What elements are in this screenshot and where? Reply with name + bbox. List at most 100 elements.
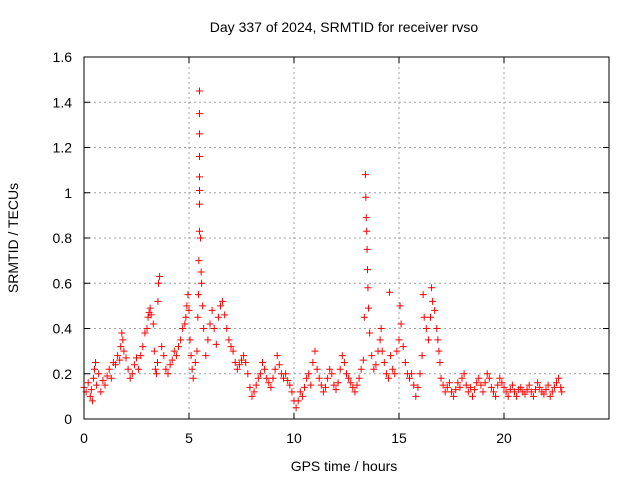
data-point — [227, 343, 235, 351]
data-point — [424, 336, 432, 344]
data-point — [154, 297, 162, 305]
data-point — [194, 291, 202, 299]
data-point — [284, 377, 292, 385]
data-point — [469, 392, 476, 400]
data-point — [259, 358, 266, 366]
data-point — [496, 374, 504, 382]
data-point — [546, 392, 554, 400]
y-tick-label: 1 — [64, 185, 72, 201]
x-tick-label: 20 — [496, 430, 512, 446]
data-point — [198, 279, 206, 287]
data-point — [155, 279, 163, 287]
data-point — [149, 320, 157, 328]
data-point — [391, 370, 399, 378]
data-point — [334, 379, 342, 387]
data-point — [347, 379, 355, 387]
data-point — [485, 374, 493, 382]
data-point — [393, 347, 401, 355]
data-point — [475, 374, 483, 382]
data-point — [427, 313, 434, 321]
data-point — [84, 379, 92, 387]
data-point — [322, 383, 329, 391]
data-point — [179, 325, 187, 332]
data-point — [353, 381, 361, 389]
data-point — [504, 392, 512, 400]
data-point — [445, 379, 453, 387]
data-point — [523, 386, 531, 394]
data-point — [532, 386, 539, 394]
data-point — [466, 383, 474, 391]
data-point — [418, 352, 426, 360]
data-point — [97, 388, 105, 396]
data-point — [196, 173, 203, 181]
data-point — [103, 372, 111, 380]
data-point — [382, 370, 390, 378]
data-point — [99, 377, 107, 385]
data-point — [294, 397, 302, 405]
data-point — [170, 347, 178, 355]
data-point — [548, 388, 556, 396]
data-point — [433, 325, 441, 332]
data-point — [196, 130, 203, 138]
data-point — [414, 383, 422, 391]
data-point — [200, 325, 208, 332]
data-point — [95, 370, 103, 378]
data-point — [116, 356, 124, 364]
data-point — [483, 370, 491, 378]
data-point — [360, 313, 368, 321]
data-point — [517, 383, 525, 391]
data-point — [385, 374, 392, 382]
data-point — [313, 365, 321, 373]
data-point — [139, 343, 147, 351]
data-point — [387, 352, 395, 360]
data-point — [254, 374, 262, 382]
plot-frame — [83, 56, 610, 420]
data-point — [542, 386, 550, 394]
data-point — [362, 214, 370, 222]
data-point — [477, 381, 485, 389]
data-point — [133, 354, 140, 362]
data-point — [366, 329, 374, 337]
data-point — [267, 383, 275, 391]
data-point — [454, 379, 462, 387]
data-point — [188, 365, 196, 373]
data-point — [214, 313, 222, 321]
data-point — [219, 297, 227, 305]
data-point — [193, 347, 201, 355]
data-point — [248, 392, 256, 400]
data-point — [527, 388, 535, 396]
data-point — [168, 356, 176, 364]
data-point — [401, 358, 409, 366]
data-point — [275, 361, 283, 369]
data-point — [160, 352, 168, 360]
data-point — [377, 325, 385, 332]
data-point — [439, 381, 447, 389]
data-point — [436, 358, 444, 366]
y-tick-label: 1.6 — [53, 49, 73, 65]
data-point — [114, 352, 122, 360]
data-point — [431, 306, 439, 314]
data-point — [91, 365, 98, 373]
data-point — [399, 343, 407, 351]
data-point — [166, 361, 174, 369]
x-tick-label: 5 — [185, 430, 193, 446]
x-tick-label: 0 — [80, 430, 88, 446]
data-point — [288, 388, 296, 396]
y-tick-label: 0.2 — [53, 366, 73, 382]
data-point — [184, 291, 192, 299]
data-point — [319, 388, 327, 396]
data-point — [244, 370, 252, 378]
data-point — [464, 388, 472, 396]
data-point — [87, 386, 95, 394]
y-tick-label: 0 — [64, 411, 72, 427]
data-point — [487, 383, 495, 391]
data-point — [536, 383, 544, 391]
data-point — [481, 379, 489, 387]
data-point — [550, 383, 558, 391]
data-point — [212, 340, 220, 348]
data-point — [307, 381, 315, 389]
data-point — [151, 365, 159, 373]
data-point — [238, 356, 245, 364]
data-point — [298, 392, 306, 400]
